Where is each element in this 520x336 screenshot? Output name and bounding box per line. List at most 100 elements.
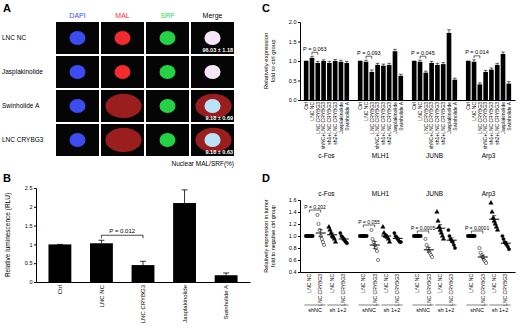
error-cap [427, 252, 431, 253]
bar [489, 70, 494, 100]
error-cap [504, 241, 508, 242]
error-cap [364, 60, 368, 61]
tick-mark [34, 207, 36, 208]
cell-signal [205, 31, 221, 45]
tick-mark [34, 282, 36, 283]
tick-mark [34, 188, 36, 189]
bar [132, 265, 155, 282]
point [332, 237, 336, 241]
tick-label: LNC NC [99, 284, 105, 307]
error-cap [484, 70, 488, 71]
bar [418, 62, 423, 100]
error-cap [466, 61, 470, 62]
error-cap [98, 240, 104, 241]
cell-signal [105, 94, 141, 118]
cell-signal [205, 65, 221, 79]
bar [483, 72, 488, 100]
y-axis: 00.511.522.5 [25, 185, 37, 285]
axis-title: Relatively expression [263, 33, 269, 90]
error-bar [361, 236, 365, 237]
bar [48, 244, 71, 282]
axis-line [301, 272, 516, 273]
error-line [184, 190, 185, 203]
group-label: sh 1+2 [438, 307, 455, 313]
bar [466, 61, 471, 100]
axis-line [301, 100, 516, 101]
error-cap [339, 60, 343, 61]
annotation: P = 0.0001 [465, 225, 489, 231]
error-cap [223, 272, 229, 273]
error-cap [427, 247, 431, 248]
tick: 1.0 [289, 58, 300, 64]
cell-signal [115, 65, 131, 79]
panel-label: D [262, 172, 270, 184]
error-cap [501, 52, 505, 53]
bar [452, 80, 457, 100]
tick-label: 0.4 [289, 269, 297, 275]
error-cap [319, 236, 323, 237]
tick-label: 1.6 [289, 197, 297, 203]
tick-label: Swinholide A [223, 285, 229, 319]
tick-label: LNC CRYBG3 [394, 274, 400, 306]
bar [441, 64, 446, 100]
cell-signal [160, 99, 176, 113]
tick-label: LNC NC [414, 274, 420, 293]
tick: 1.2 [289, 221, 300, 227]
bar [447, 33, 452, 100]
point [316, 213, 319, 216]
point [329, 231, 333, 235]
point [491, 216, 495, 220]
mean-line [466, 236, 476, 237]
column-header: Merge [203, 12, 223, 20]
cell-signal [105, 128, 141, 152]
error-bar [453, 78, 457, 80]
tick-label: LNC CRYBG3 [340, 274, 346, 306]
background [0, 0, 520, 336]
point [452, 243, 455, 246]
error-cap [450, 237, 454, 238]
point [447, 228, 450, 231]
bar [321, 61, 326, 100]
error-line [320, 229, 321, 236]
tick-label: LNC NC [491, 274, 497, 293]
point [478, 246, 481, 249]
image-cell [191, 56, 234, 88]
point [375, 249, 378, 252]
tick-label: LNC NC [306, 274, 312, 293]
tick-label: Swinholide A [344, 101, 350, 130]
tick: 0 [29, 279, 36, 285]
bar [333, 61, 338, 100]
axis-title: Relatively expression in tumor [263, 199, 269, 273]
tick-label: LNC NC [383, 274, 389, 293]
error-bar [412, 61, 416, 62]
bar [398, 76, 403, 100]
error-cap [328, 61, 332, 62]
image-cell [146, 90, 189, 122]
bar [381, 66, 386, 100]
axis-title: Relative luminescence (RLU) [4, 193, 12, 277]
error-bar [328, 61, 332, 63]
error-cap [396, 239, 400, 240]
point [320, 237, 323, 240]
tick: 0.4 [289, 269, 300, 275]
bracket [474, 56, 480, 59]
bracket [101, 235, 143, 238]
error-bar [438, 225, 442, 232]
image-cell [56, 22, 99, 54]
cell-background [146, 56, 189, 88]
tick-label: LNC CRYBG3 [480, 274, 486, 306]
error-bar [469, 236, 473, 237]
error-bar [304, 61, 308, 62]
tick: 1.5 [289, 39, 300, 45]
error-cap [415, 236, 419, 237]
cell-background [146, 90, 189, 122]
tick-label: 0.0 [289, 97, 297, 103]
error-cap [490, 68, 494, 69]
error-cap [342, 237, 346, 238]
cell-signal [70, 65, 86, 79]
point [440, 234, 444, 238]
tick-mark [34, 263, 36, 264]
error-bar [441, 63, 445, 65]
annotation: 96.03 ± 1.18 [202, 47, 233, 53]
group-line [327, 305, 348, 306]
